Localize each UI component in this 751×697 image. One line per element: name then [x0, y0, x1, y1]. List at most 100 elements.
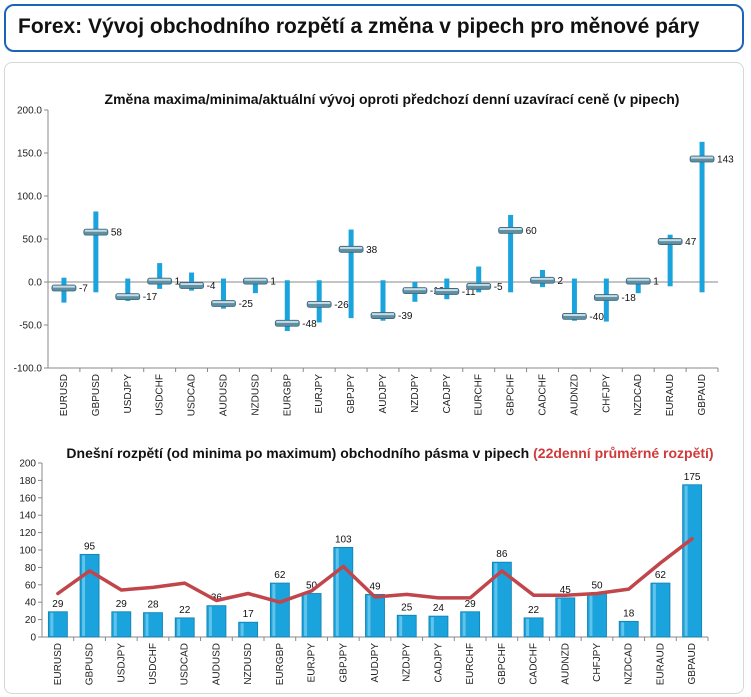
current-marker-shine	[180, 283, 203, 286]
x-tick-label: USDCAD	[187, 374, 198, 416]
current-label: -4	[207, 281, 216, 292]
range-bar-shine	[240, 623, 244, 636]
current-marker-shine	[308, 301, 331, 304]
bar-value-label: 25	[401, 602, 413, 613]
range-bar-shine	[335, 548, 339, 636]
x-tick-label: EURJPY	[314, 374, 325, 414]
current-marker-shine	[435, 289, 458, 292]
range-bar-shine	[399, 616, 403, 636]
current-marker-shine	[340, 246, 363, 249]
y-tick-label: 0.0	[28, 278, 42, 289]
y-tick-label: 20	[25, 615, 37, 626]
x-tick-label: EURUSD	[53, 643, 64, 685]
range-bar-shine	[589, 594, 593, 636]
current-label: -7	[79, 284, 88, 295]
bar-value-label: 175	[684, 472, 701, 483]
x-tick-label: CADCHF	[538, 374, 549, 416]
y-tick-label: 40	[25, 598, 37, 609]
range-bar-shine	[177, 618, 181, 636]
bar-value-label: 36	[211, 593, 223, 604]
current-label: 47	[685, 237, 697, 248]
range-bar-chart-marks: 29 95 29 28 22 36 17 62 50 103 49 25 24 29 86 22 45 50 18 6…	[47, 472, 703, 638]
x-tick-label: GBPAUD	[687, 643, 698, 685]
current-label: -11	[462, 287, 476, 298]
page-title: Forex: Vývoj obchodního rozpětí a změna …	[18, 15, 700, 38]
current-label: -40	[589, 312, 604, 323]
x-tick-label: EURCHF	[465, 643, 476, 685]
x-tick-label: CADCHF	[529, 643, 540, 685]
bar-value-label: 62	[274, 570, 286, 581]
range-chart-marks: -758-171-4-251-48-2638-39-10-11-5602-40-…	[51, 141, 734, 332]
avg-22d-line	[56, 536, 694, 604]
current-marker-shine	[595, 295, 618, 298]
range-bar-chart-title: Dnešní rozpětí (od minima po maximum) ob…	[66, 445, 713, 461]
current-label: 2	[558, 276, 564, 287]
x-tick-label: CHFJPY	[601, 374, 612, 413]
range-bar	[252, 280, 258, 294]
current-label: 58	[111, 228, 123, 239]
current-marker-shine	[212, 301, 235, 304]
current-label: -48	[302, 319, 317, 330]
x-tick-label: EURUSD	[59, 374, 70, 416]
range-bar-shine	[82, 555, 86, 636]
x-tick-label: GBPAUD	[697, 374, 708, 416]
current-label: 1	[653, 277, 659, 288]
range-chart-title: Změna maxima/minima/aktuální vývoj oprot…	[105, 91, 680, 107]
x-tick-label: EURAUD	[655, 643, 666, 685]
x-tick-label: GBPCHF	[506, 374, 517, 416]
current-marker-shine	[627, 278, 650, 281]
current-marker-shine	[84, 229, 107, 232]
current-label: 1	[175, 277, 181, 288]
current-marker-shine	[244, 278, 267, 281]
x-tick-label: EURJPY	[307, 643, 318, 683]
y-tick-label: 150.0	[17, 149, 42, 160]
current-marker-shine	[691, 156, 714, 159]
current-label: -25	[238, 299, 253, 310]
x-tick-label: AUDNZD	[569, 374, 580, 416]
y-tick-label: 50.0	[23, 235, 43, 246]
range-bar	[476, 266, 482, 293]
bar-value-label: 29	[465, 599, 477, 610]
range-bar-shine	[557, 598, 561, 636]
current-marker-shine	[499, 228, 522, 230]
range-chart-axes: 200.0 150.0 100.0 50.0 0.0 -50.0 -100.0 EURUSD G…	[14, 106, 719, 416]
x-tick-label: NZDCAD	[633, 374, 644, 416]
range-bar	[284, 280, 290, 332]
bar-value-label: 29	[116, 599, 128, 610]
current-label: -5	[494, 282, 503, 293]
y-tick-label: 80	[25, 563, 37, 574]
x-tick-label: NZDJPY	[402, 643, 413, 682]
bar-value-label: 50	[306, 581, 318, 592]
y-tick-label: 200	[19, 459, 36, 470]
x-tick-label: NZDJPY	[410, 374, 421, 413]
bar-value-label: 103	[335, 534, 352, 545]
y-tick-label: 60	[25, 580, 37, 591]
current-marker-shine	[276, 320, 299, 323]
bar-value-label: 50	[591, 581, 603, 592]
range-bar	[508, 214, 514, 293]
x-tick-label: USDCHF	[155, 374, 166, 416]
bar-value-label: 17	[243, 609, 255, 620]
bar-value-label: 62	[655, 570, 667, 581]
x-tick-label: AUDUSD	[218, 374, 229, 416]
x-tick-label: EURAUD	[665, 374, 676, 416]
page-header: Forex: Vývoj obchodního rozpětí a změna …	[4, 4, 744, 52]
x-tick-label: USDCHF	[148, 643, 159, 685]
range-bar-shine	[50, 612, 54, 636]
x-tick-label: USDJPY	[123, 374, 134, 414]
y-tick-label: -50.0	[19, 321, 42, 332]
range-bar-shine	[113, 612, 117, 636]
x-tick-label: GBPUSD	[91, 374, 102, 416]
range-bar	[125, 278, 131, 301]
bar-value-label: 22	[528, 605, 540, 616]
current-marker-shine	[563, 314, 586, 316]
bar-value-label: 95	[84, 541, 96, 552]
current-label: 143	[717, 155, 734, 166]
bar-value-label: 86	[496, 549, 508, 560]
x-tick-label: NZDCAD	[624, 643, 635, 685]
bar-value-label: 24	[433, 603, 445, 614]
y-tick-label: 160	[19, 493, 36, 504]
x-tick-label: USDCAD	[180, 643, 191, 685]
